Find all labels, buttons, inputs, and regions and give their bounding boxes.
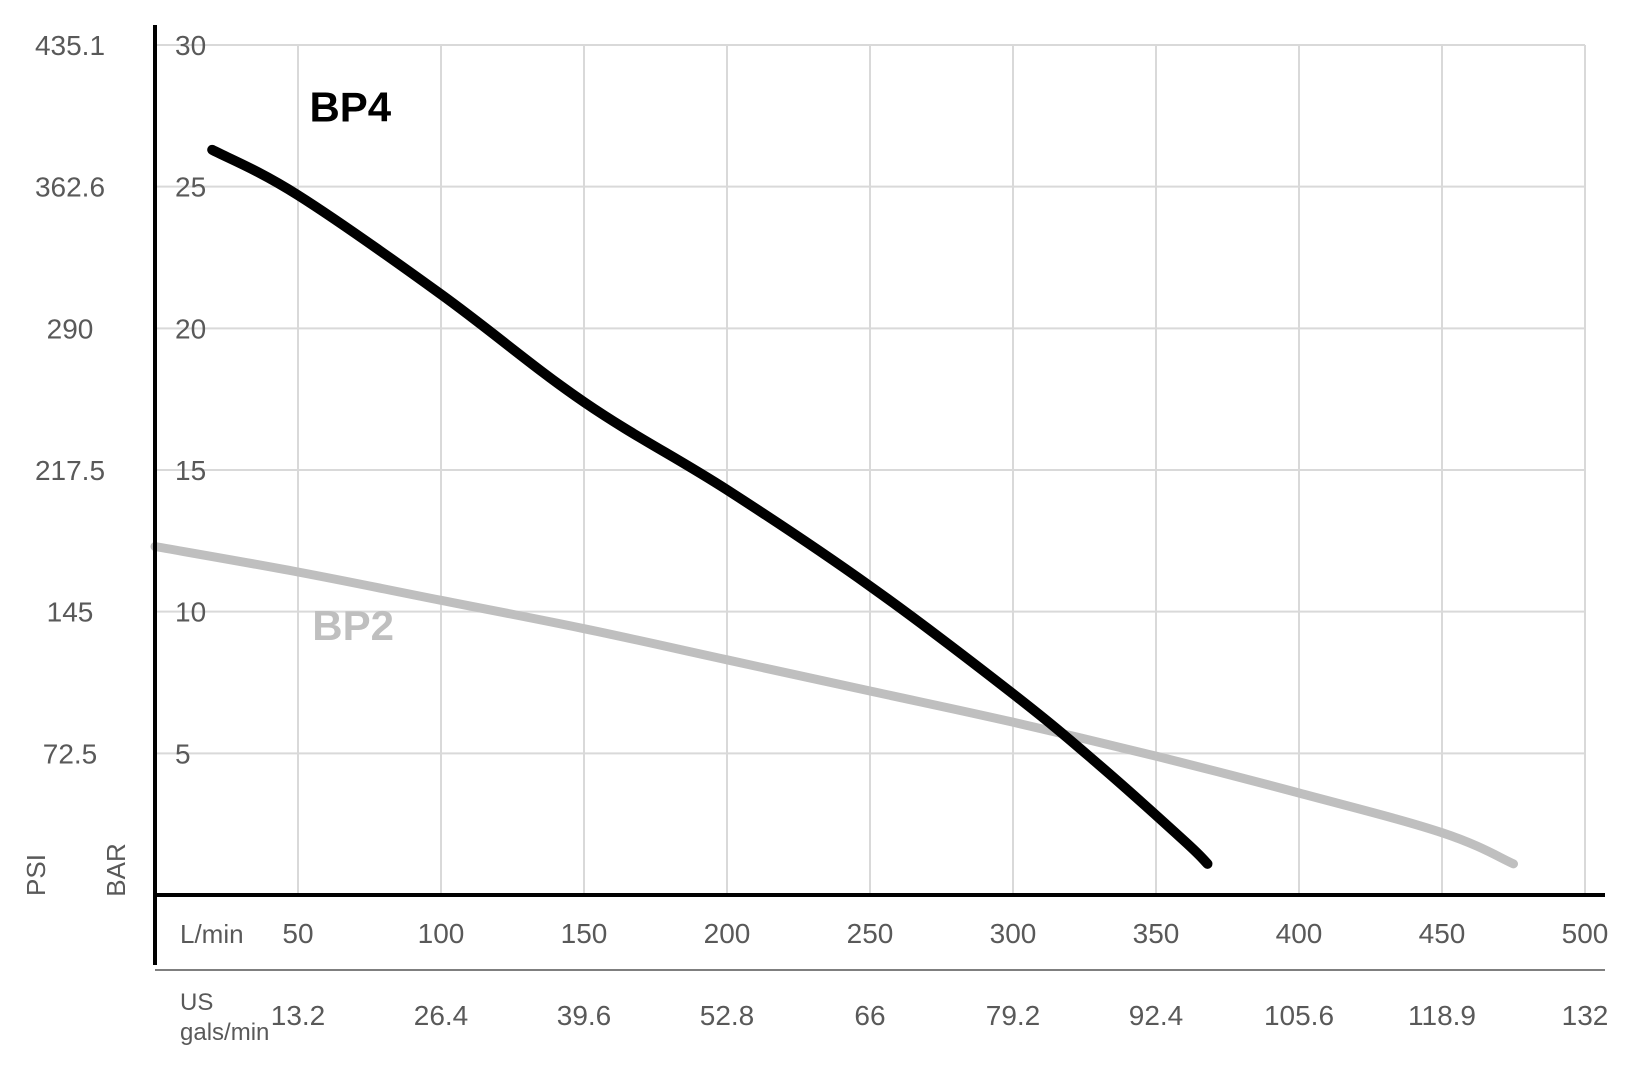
- gals-tick: 52.8: [700, 1000, 755, 1031]
- psi-tick: 362.6: [35, 172, 105, 203]
- psi-tick: 145: [47, 597, 94, 628]
- lmin-tick: 300: [990, 918, 1037, 949]
- psi-tick: 290: [47, 313, 94, 344]
- bar-tick: 10: [175, 597, 206, 628]
- gals-tick: 132: [1562, 1000, 1609, 1031]
- lmin-tick: 250: [847, 918, 894, 949]
- psi-unit-label: PSI: [21, 854, 51, 896]
- bar-tick: 25: [175, 172, 206, 203]
- bar-tick: 30: [175, 30, 206, 61]
- bar-unit-label: BAR: [101, 843, 131, 896]
- gals-tick: 13.2: [271, 1000, 326, 1031]
- bar-tick: 5: [175, 738, 191, 769]
- lmin-tick: 200: [704, 918, 751, 949]
- gals-tick: 39.6: [557, 1000, 612, 1031]
- lmin-tick: 400: [1276, 918, 1323, 949]
- gals-unit-label-line2: gals/min: [180, 1019, 269, 1046]
- series-label-bp4: BP4: [309, 84, 391, 131]
- psi-tick: 217.5: [35, 455, 105, 486]
- gals-tick: 79.2: [986, 1000, 1041, 1031]
- chart-container: BP4 BP2 5 10 15 20 25 30 72.5 145 217.5 290 362.6 435…: [0, 0, 1641, 1074]
- lmin-tick: 350: [1133, 918, 1180, 949]
- gals-unit-label-line1: US: [180, 989, 213, 1016]
- series-label-bp2: BP2: [312, 602, 394, 649]
- bar-tick: 20: [175, 313, 206, 344]
- lmin-tick: 500: [1562, 918, 1609, 949]
- pump-curve-chart: BP4 BP2 5 10 15 20 25 30 72.5 145 217.5 290 362.6 435…: [0, 0, 1641, 1074]
- lmin-tick: 50: [282, 918, 313, 949]
- gals-tick: 66: [854, 1000, 885, 1031]
- lmin-unit-label: L/min: [180, 919, 244, 949]
- bar-tick: 15: [175, 455, 206, 486]
- gals-tick: 105.6: [1264, 1000, 1334, 1031]
- gals-tick: 92.4: [1129, 1000, 1184, 1031]
- lmin-tick: 450: [1419, 918, 1466, 949]
- gals-tick: 26.4: [414, 1000, 469, 1031]
- lmin-tick: 150: [561, 918, 608, 949]
- psi-tick: 435.1: [35, 30, 105, 61]
- lmin-tick: 100: [418, 918, 465, 949]
- psi-tick: 72.5: [43, 738, 98, 769]
- gals-tick: 118.9: [1408, 1000, 1476, 1031]
